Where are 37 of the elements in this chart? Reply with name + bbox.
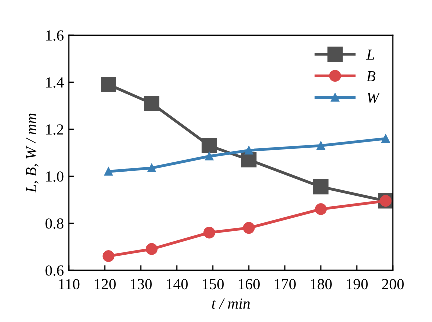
legend-label: L — [366, 50, 374, 60]
x-tick-label: 180 — [311, 279, 332, 290]
y-tick-label: 1.4 — [46, 78, 64, 88]
y-tick-label: 0.6 — [46, 266, 64, 276]
x-tick-label: 130 — [131, 279, 152, 290]
y-tick-label: 1.6 — [46, 30, 64, 41]
x-tick-label: 170 — [275, 279, 296, 290]
x-tick-label: 190 — [347, 279, 368, 290]
point — [204, 226, 216, 239]
x-tick-label: 150 — [203, 279, 224, 290]
point — [146, 243, 158, 256]
x-tick-label: 110 — [59, 279, 80, 290]
point — [382, 134, 390, 144]
point — [102, 250, 115, 262]
point — [241, 152, 257, 168]
y-tick-label: 0.8 — [46, 218, 64, 229]
point — [244, 146, 254, 155]
y-axis-title: L, B, W / mm — [26, 114, 39, 194]
point — [104, 168, 113, 176]
y-tick-label: 1.0 — [46, 172, 64, 182]
x-tick-label: 160 — [239, 279, 260, 290]
point — [144, 96, 160, 112]
x-axis-title: t / min — [212, 298, 250, 309]
point — [101, 77, 116, 92]
legend-label: W — [368, 93, 381, 104]
x-tick-label: 200 — [382, 279, 404, 290]
point — [316, 142, 326, 150]
point — [243, 222, 256, 234]
point — [205, 152, 214, 161]
legend-label: B — [366, 71, 376, 82]
x-tick-label: 120 — [95, 279, 116, 290]
point — [315, 203, 328, 216]
point — [202, 138, 218, 154]
point — [313, 179, 329, 195]
x-tick-label: 140 — [167, 279, 188, 290]
point — [148, 164, 156, 172]
y-tick-label: 1.2 — [46, 124, 64, 135]
